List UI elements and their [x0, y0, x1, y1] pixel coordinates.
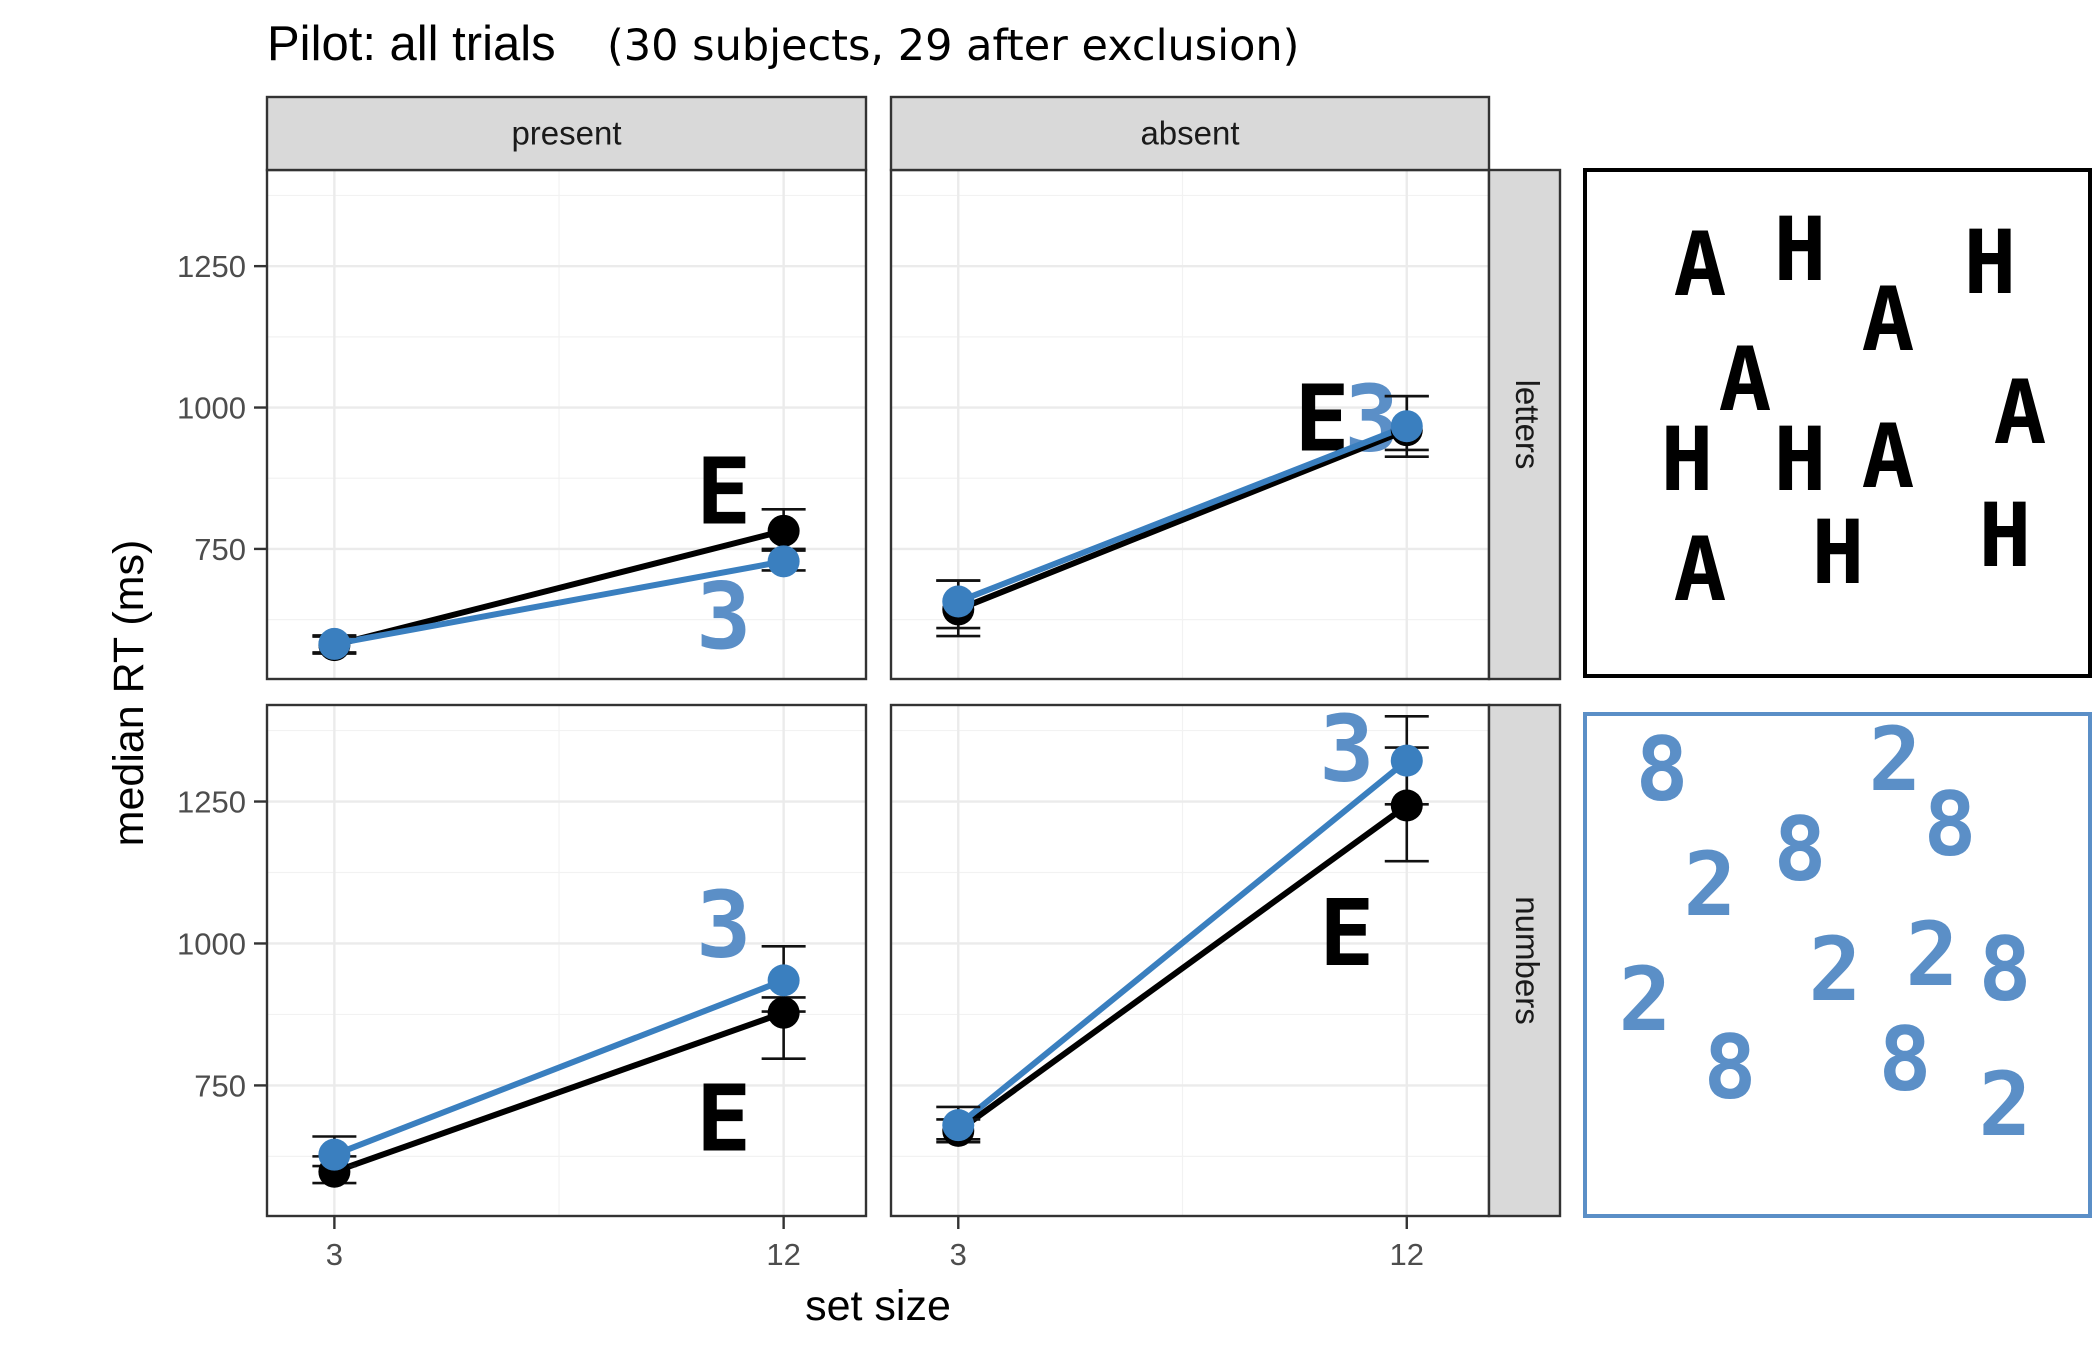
panel-background [267, 705, 866, 1216]
strip-label-absent: absent [1140, 115, 1239, 152]
data-point-blue [767, 545, 800, 578]
strip-label-numbers: numbers [1509, 896, 1546, 1024]
stimulus-example-letters: A H HAA AH H AA H H [1583, 168, 2092, 678]
stimulus-glyph-H: H [1964, 211, 2017, 314]
data-point-blue [1390, 744, 1423, 777]
series-line-black [957, 427, 1408, 613]
stimulus-glyph-A: A [1719, 328, 1772, 431]
y-tick-label: 750 [194, 1068, 246, 1103]
data-point-blue [942, 1109, 975, 1142]
stimulus-glyph-8: 8 [1636, 718, 1689, 821]
stimulus-glyph-2: 2 [1809, 918, 1862, 1021]
data-point-black [767, 514, 800, 547]
panel-present-numbers: E3 [265, 703, 868, 1218]
data-point-blue [942, 585, 975, 618]
glyph-annotation-3: 3 [696, 871, 751, 978]
panel-border [265, 703, 868, 1218]
strip-row-letters [1487, 168, 1562, 681]
y-tick-label: 750 [194, 532, 246, 567]
stimulus-glyph-H: H [1812, 501, 1865, 604]
stimulus-glyph-2: 2 [1869, 708, 1922, 811]
panel-absent-letters: E3 [889, 168, 1491, 681]
panel-background [267, 170, 866, 679]
stimulus-glyph-H: H [1979, 484, 2032, 587]
stimulus-glyph-H: H [1661, 408, 1714, 511]
panel-present-letters: E3 [265, 168, 868, 681]
x-tick-label: 3 [326, 1237, 343, 1272]
series-line-black [333, 527, 785, 648]
y-axis-title: median RT (ms) [105, 540, 153, 847]
x-axis-title: set size [805, 1282, 951, 1330]
data-point-black [767, 996, 800, 1029]
stimulus-glyph-8: 8 [1979, 918, 2032, 1021]
strip-column-present [265, 95, 868, 172]
stimulus-glyph-2: 2 [1619, 948, 1672, 1051]
panel-absent-numbers: E3 [889, 695, 1491, 1218]
series-line-black [956, 803, 1409, 1134]
data-point-blue [318, 1138, 351, 1171]
y-tick-label: 1000 [177, 926, 246, 961]
data-point-blue [767, 964, 800, 997]
data-point-blue [1390, 410, 1423, 443]
stimulus-glyph-A: A [1674, 213, 1727, 316]
stimulus-glyph-8: 8 [1924, 773, 1977, 876]
stimulus-glyph-A: A [1994, 361, 2047, 464]
strip-row-numbers [1487, 703, 1562, 1218]
strip-column-absent [889, 95, 1491, 172]
glyph-annotation-3: 3 [696, 563, 751, 670]
y-tick-label: 1250 [177, 785, 246, 820]
stimulus-glyph-H: H [1774, 408, 1827, 511]
glyph-annotation-E: E [1319, 880, 1374, 987]
x-tick-label: 3 [950, 1237, 967, 1272]
stimulus-glyph-2: 2 [1906, 903, 1959, 1006]
chart-title: Pilot: all trials [267, 17, 556, 71]
glyph-annotation-3: 3 [1319, 695, 1374, 802]
glyph-annotation-E: E [696, 438, 751, 545]
stimulus-glyph-8: 8 [1879, 1008, 1932, 1111]
series-line-black [333, 1009, 785, 1175]
stimulus-box [1583, 712, 2092, 1218]
stimulus-glyph-A: A [1674, 518, 1727, 621]
y-tick-label: 1250 [177, 249, 246, 284]
series-line-blue [333, 558, 785, 647]
chart-subtitle: (30 subjects, 29 after exclusion) [607, 21, 1299, 71]
x-tick-label: 12 [1390, 1237, 1424, 1272]
stimulus-box [1583, 168, 2092, 678]
stimulus-glyph-8: 8 [1774, 798, 1827, 901]
series-line-blue [333, 977, 785, 1158]
glyph-annotation-E: E [696, 1066, 751, 1173]
stimulus-glyph-H: H [1774, 198, 1827, 301]
strip-label-letters: letters [1509, 380, 1546, 470]
stimulus-glyph-A: A [1862, 268, 1915, 371]
y-tick-label: 1000 [177, 391, 246, 426]
series-line-blue [957, 423, 1408, 605]
data-point-black [1390, 789, 1423, 822]
stimulus-glyph-8: 8 [1704, 1016, 1757, 1119]
stimulus-example-numbers: 8 282 82 2 828 8 2 [1583, 708, 2092, 1218]
stimulus-glyph-2: 2 [1684, 833, 1737, 936]
stimulus-glyph-A: A [1862, 405, 1915, 508]
stimulus-glyph-2: 2 [1979, 1053, 2032, 1156]
x-tick-label: 12 [766, 1237, 800, 1272]
strip-label-present: present [511, 115, 621, 152]
series-line-blue [956, 758, 1409, 1128]
data-point-blue [318, 627, 351, 660]
